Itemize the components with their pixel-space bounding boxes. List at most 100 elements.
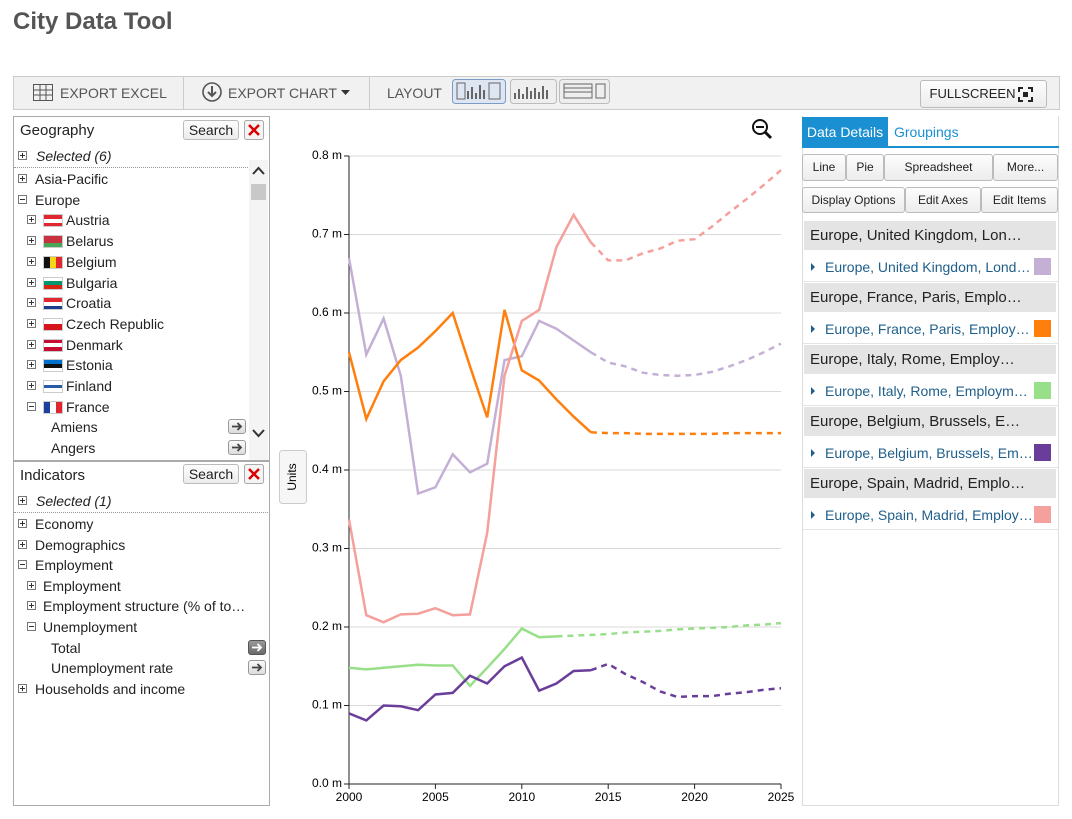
expand-toggle[interactable] [27, 256, 36, 266]
expand-toggle[interactable] [27, 381, 36, 390]
expand-toggle[interactable] [27, 339, 36, 349]
tree-item[interactable]: Employment structure (% of to… [43, 598, 246, 615]
indicators-clear[interactable] [244, 464, 264, 484]
add-button[interactable] [228, 419, 246, 435]
toggle-v [31, 582, 32, 588]
tree-item[interactable]: Europe [35, 191, 81, 208]
divider [14, 167, 248, 168]
expand-toggle[interactable] [18, 539, 27, 549]
expand-toggle[interactable] [18, 174, 27, 183]
toggle-v [31, 279, 32, 285]
tree-item[interactable]: Employment [35, 557, 113, 574]
selected-items[interactable]: Selected (6) [36, 148, 112, 164]
expand-toggle[interactable] [27, 215, 36, 225]
add-button[interactable] [248, 639, 266, 655]
flag-stripe [44, 318, 62, 325]
tree-item[interactable]: France [66, 398, 110, 415]
flag [43, 214, 63, 228]
legend-item[interactable]: Europe, Italy, Rome, Employm… [825, 383, 1028, 399]
legend-triangle [811, 449, 815, 457]
tab[interactable]: Groupings [894, 124, 959, 140]
view-button[interactable]: Pie [846, 154, 884, 181]
expand-toggle[interactable] [18, 683, 27, 693]
expand-toggle[interactable] [18, 151, 27, 160]
export-excel[interactable]: EXPORT EXCEL [60, 85, 167, 101]
tree-item[interactable]: Angers [51, 440, 96, 457]
edit-button[interactable]: Edit Axes [905, 187, 981, 213]
toggle-v [22, 176, 23, 181]
tree-item[interactable]: Demographics [35, 536, 126, 553]
flag-stripe [44, 401, 50, 413]
separator [183, 77, 184, 109]
edit-button[interactable]: Display Options [802, 187, 905, 213]
tree-item[interactable]: Estonia [66, 357, 113, 374]
view-button[interactable]: More... [993, 154, 1058, 181]
add-button[interactable] [228, 440, 246, 456]
tree-item[interactable]: Total [51, 639, 81, 656]
collapse-toggle[interactable] [27, 401, 36, 411]
tree-item[interactable]: Austria [66, 212, 110, 229]
add-button[interactable] [248, 660, 266, 676]
expand-toggle[interactable] [27, 298, 36, 308]
expand-toggle[interactable] [27, 360, 36, 370]
tree-item[interactable]: Economy [35, 516, 94, 532]
tree-item[interactable]: Belgium [66, 253, 117, 270]
geography-clear[interactable] [244, 120, 264, 140]
tree-item[interactable]: Czech Republic [66, 315, 165, 332]
page-title: City Data Tool [13, 8, 173, 35]
tree-item[interactable]: Belarus [66, 233, 114, 250]
legend-item[interactable]: Europe, Belgium, Brussels, Em… [825, 445, 1033, 461]
collapse-toggle[interactable] [27, 622, 36, 631]
flag-stripe [44, 305, 62, 310]
collapse-toggle[interactable] [18, 194, 27, 204]
view-button[interactable]: Line [802, 154, 846, 181]
legend-item[interactable]: Europe, Spain, Madrid, Employ… [825, 507, 1033, 523]
series-projection [589, 169, 782, 262]
flag-stripe [44, 277, 62, 282]
y-axis-label: Units [285, 463, 299, 490]
geography-title: Geography [20, 122, 95, 139]
legend-item[interactable]: Europe, France, Paris, Employ… [825, 321, 1030, 337]
fullscreen-button[interactable]: FULLSCREEN [920, 80, 1047, 108]
tree-item[interactable]: Unemployment [43, 619, 138, 635]
tree-item[interactable]: Finland [66, 378, 112, 394]
flag-stripe [44, 363, 62, 368]
expand-toggle[interactable] [18, 519, 27, 528]
tab-active[interactable]: Data Details [802, 117, 888, 147]
tree-item[interactable]: Croatia [66, 295, 112, 312]
tree-item[interactable]: Bulgaria [66, 274, 118, 291]
export-chart[interactable]: EXPORT CHART [228, 85, 337, 101]
view-button[interactable]: Spreadsheet [884, 154, 993, 181]
expand-toggle[interactable] [27, 580, 36, 590]
row-divider [802, 405, 1059, 406]
legend-item[interactable]: Europe, United Kingdom, Lond… [825, 259, 1031, 275]
scrollbar[interactable] [249, 160, 268, 460]
expand-toggle[interactable] [27, 277, 36, 287]
flag-stripe [44, 301, 62, 306]
legend-swatch [1034, 506, 1051, 523]
layout-options[interactable] [452, 79, 612, 105]
toggle-v [22, 685, 23, 691]
expand-toggle[interactable] [27, 236, 36, 246]
indicators-search[interactable]: Search [183, 464, 239, 484]
edit-button[interactable]: Edit Items [981, 187, 1058, 213]
ylabel-button[interactable] [279, 450, 307, 504]
toggle-v [31, 341, 32, 347]
zoom-icon[interactable] [752, 119, 773, 140]
tree-item[interactable]: Unemployment rate [51, 660, 174, 677]
tree-item[interactable]: Denmark [66, 336, 123, 353]
expand-toggle[interactable] [27, 601, 36, 611]
flag-stripe [44, 284, 62, 289]
selected-items[interactable]: Selected (1) [36, 493, 112, 509]
flag-stripe [50, 256, 56, 268]
expand-toggle[interactable] [27, 318, 36, 328]
legend-triangle [811, 263, 815, 271]
collapse-toggle[interactable] [18, 560, 27, 570]
tree-item[interactable]: Households and income [35, 680, 186, 697]
tree-item[interactable]: Amiens [51, 419, 98, 436]
chart: Units 0.0 m 0.1 m 0.2 m 0.3 m 0.4 m 0.5 m 0.6 … [279, 119, 795, 804]
tree-item[interactable]: Asia-Pacific [35, 171, 109, 187]
tree-item[interactable]: Employment [43, 577, 121, 594]
expand-toggle[interactable] [18, 496, 27, 505]
geography-search[interactable]: Search [183, 120, 239, 140]
